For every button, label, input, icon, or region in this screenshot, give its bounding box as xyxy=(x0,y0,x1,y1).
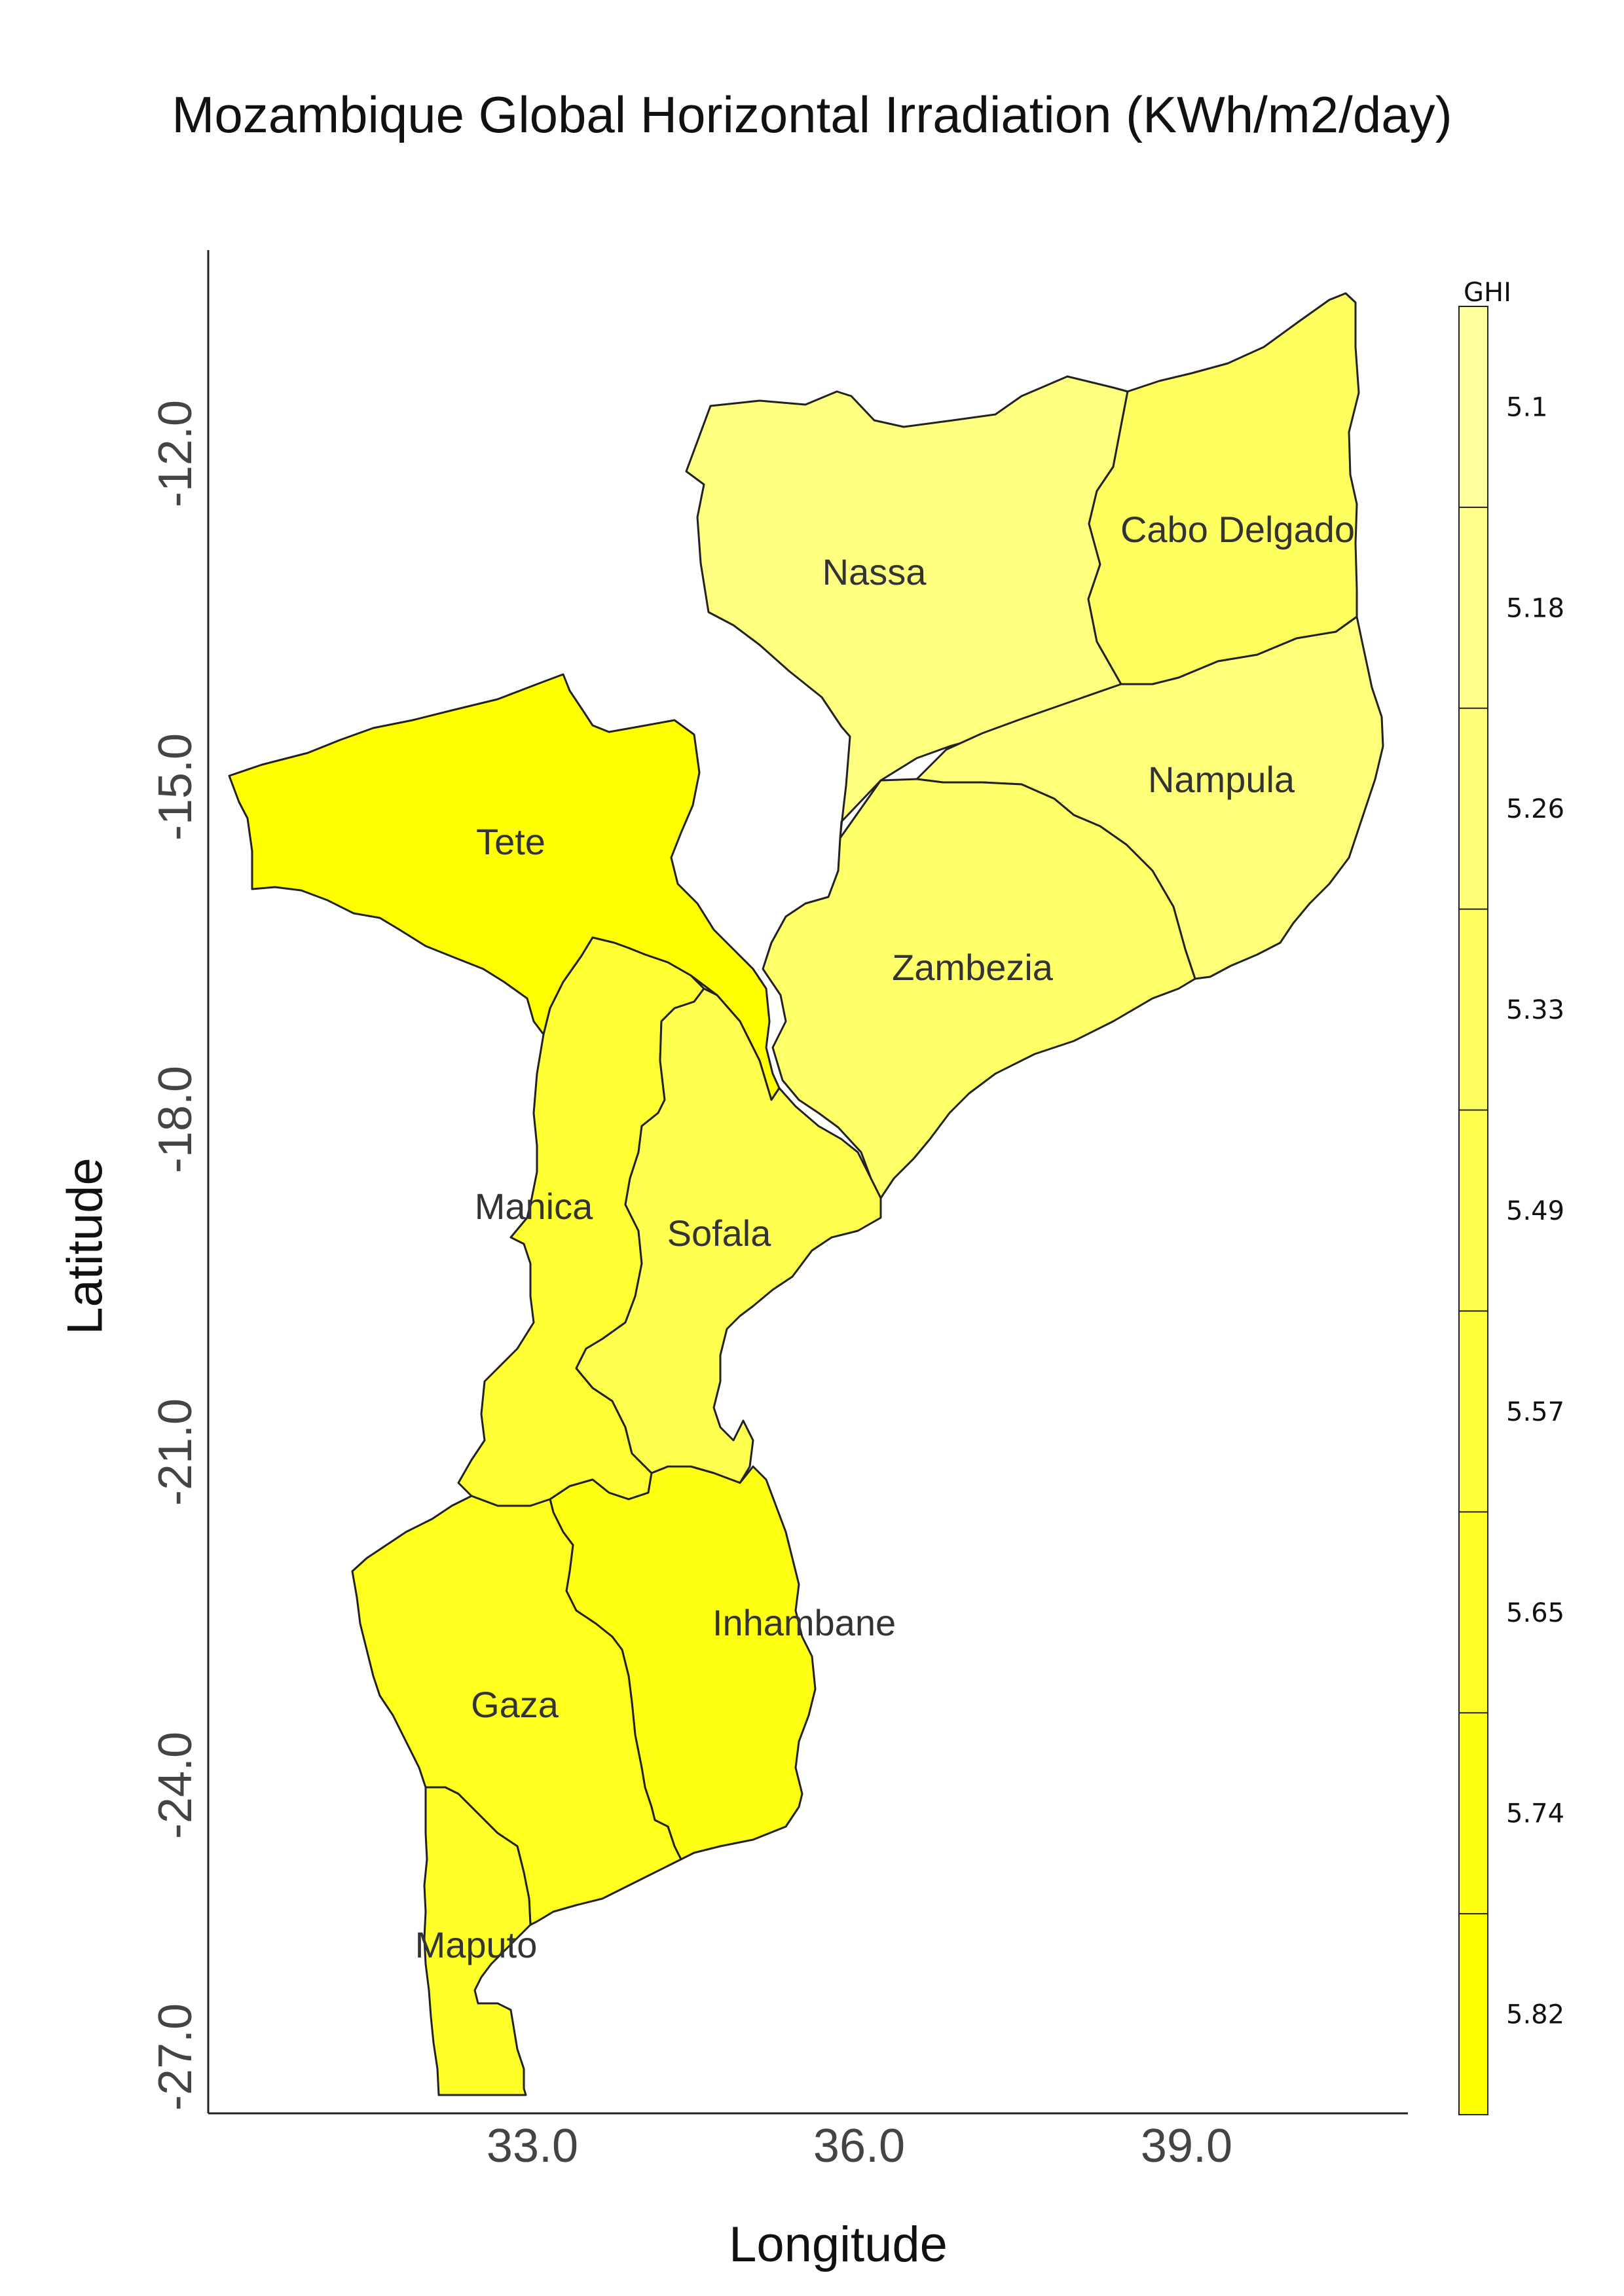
legend-swatch xyxy=(1459,909,1488,1110)
legend-label: 5.49 xyxy=(1506,1196,1564,1226)
y-tick-label: -12.0 xyxy=(149,400,202,507)
legend-swatch xyxy=(1459,1110,1488,1311)
region-gaza xyxy=(351,1495,682,1926)
legend-swatch xyxy=(1459,1311,1488,1512)
y-tick-label: -18.0 xyxy=(149,1066,202,1173)
legend-label: 5.82 xyxy=(1506,2000,1564,2030)
region-label-tete: Tete xyxy=(476,821,545,862)
region-label-nampula: Nampula xyxy=(1148,759,1295,800)
region-label-gaza: Gaza xyxy=(471,1684,559,1725)
y-tick-label: -21.0 xyxy=(149,1398,202,1506)
region-label-nassa: Nassa xyxy=(822,551,927,592)
region-cabo-delgado xyxy=(1087,292,1360,685)
x-tick-label: 33.0 xyxy=(487,2120,578,2172)
region-maputo xyxy=(423,1786,532,2096)
legend-label: 5.74 xyxy=(1506,1799,1564,1829)
legend-label: 5.1 xyxy=(1506,392,1548,422)
y-tick-label: -24.0 xyxy=(149,1732,202,1839)
region-label-cabo-delgado: Cabo Delgado xyxy=(1120,509,1355,550)
x-tick-label: 39.0 xyxy=(1141,2120,1232,2172)
legend-label: 5.18 xyxy=(1506,593,1564,623)
legend-swatch xyxy=(1459,1914,1488,2115)
y-tick-label: -15.0 xyxy=(149,733,202,841)
x-tick-label: 36.0 xyxy=(813,2120,905,2172)
legend-swatch xyxy=(1459,507,1488,708)
y-tick-label: -27.0 xyxy=(149,2003,202,2111)
legend-frame xyxy=(1458,306,1488,2115)
legend-label: 5.57 xyxy=(1506,1397,1564,1427)
legend-swatch xyxy=(1459,306,1488,507)
region-label-inhambane: Inhambane xyxy=(712,1602,896,1643)
legend-swatch xyxy=(1459,708,1488,909)
region-zambezia xyxy=(762,778,1196,1199)
legend-label: 5.26 xyxy=(1506,794,1564,824)
legend-title: GHI xyxy=(1464,278,1511,308)
legend-label: 5.33 xyxy=(1506,995,1564,1025)
region-sofala xyxy=(575,987,882,1484)
region-label-manica: Manica xyxy=(475,1186,593,1227)
chart-title: Mozambique Global Horizontal Irradiation… xyxy=(172,86,1452,143)
legend-swatch xyxy=(1459,1713,1488,1914)
legend-swatch xyxy=(1459,1512,1488,1713)
legend-label: 5.65 xyxy=(1506,1598,1564,1628)
x-axis-label: Longitude xyxy=(729,2217,948,2272)
legend-colorbar: 5.1 5.18 5.26 5.33 5.49 5.57 5.65 5.74 5.82 xyxy=(1458,306,1564,2115)
region-label-zambezia: Zambezia xyxy=(892,947,1054,988)
region-label-sofala: Sofala xyxy=(667,1212,772,1254)
region-label-maputo: Maputo xyxy=(415,1924,538,1965)
